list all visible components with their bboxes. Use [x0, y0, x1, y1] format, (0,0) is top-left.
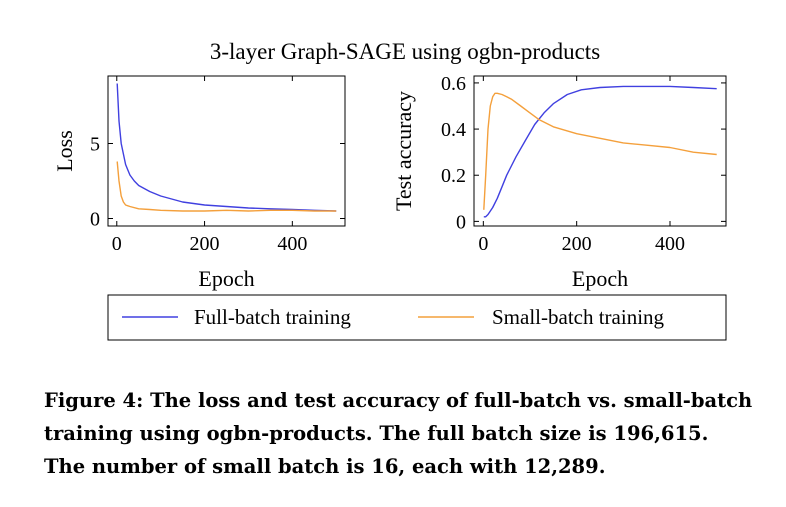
legend: Full-batch training Small-batch training [107, 294, 727, 341]
legend-small-batch-label: Small-batch training [492, 305, 665, 329]
loss-x-tick-label: 200 [190, 233, 220, 255]
accuracy-y-tick-label: 0.6 [441, 73, 466, 95]
loss-y-axis-label: Loss [52, 130, 77, 172]
legend-full-batch-label: Full-batch training [194, 305, 351, 329]
loss-x-tick-label: 400 [277, 233, 307, 255]
accuracy-x-tick-label: 400 [655, 233, 685, 255]
accuracy-y-axis-label: Test accuracy [391, 91, 416, 211]
accuracy-x-tick-label: 0 [478, 233, 488, 255]
figure-caption: Figure 4: The loss and test accuracy of … [44, 389, 753, 478]
accuracy-y-tick-label: 0.4 [441, 119, 466, 141]
accuracy-full-batch-line [483, 85, 717, 218]
accuracy-x-axis-label: Epoch [572, 266, 628, 291]
legend-box [107, 294, 727, 341]
loss-axes-frame [107, 75, 346, 227]
loss-small-batch-line [116, 161, 337, 212]
chart-title: 3-layer Graph-SAGE using ogbn-products [210, 39, 600, 64]
loss-x-axis-label: Epoch [198, 266, 254, 291]
loss-chart: 0 200 400 0 5 Epoch Loss [52, 75, 346, 291]
loss-full-batch-line [116, 83, 337, 212]
accuracy-chart: 0 200 400 0 0.2 0.4 0.6 Epoch Test accuracy [391, 73, 727, 291]
accuracy-axes-frame [473, 75, 727, 227]
accuracy-y-tick-label: 0.2 [441, 165, 466, 187]
loss-y-tick-label: 5 [90, 134, 100, 156]
loss-y-tick-label: 0 [90, 209, 100, 231]
accuracy-small-batch-line [483, 92, 717, 210]
loss-x-tick-label: 0 [112, 233, 122, 255]
accuracy-y-tick-label: 0 [456, 211, 466, 233]
accuracy-x-tick-label: 200 [562, 233, 592, 255]
